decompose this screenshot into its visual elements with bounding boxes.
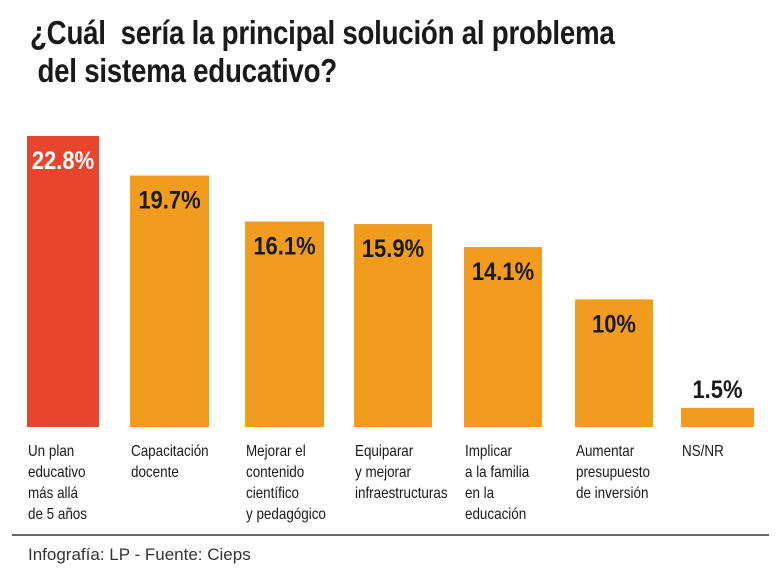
category-label: Un plan — [28, 443, 74, 460]
category-label: de inversión — [576, 485, 648, 502]
data-label: 22.8% — [32, 147, 94, 175]
category-label: Capacitación — [131, 443, 209, 460]
data-label: 15.9% — [362, 235, 424, 263]
category-label: presupuesto — [576, 464, 650, 481]
bar — [245, 221, 324, 427]
category-label: NS/NR — [682, 443, 724, 460]
category-label: infraestructuras — [355, 485, 448, 502]
bar — [354, 224, 432, 427]
data-label: 14.1% — [472, 258, 534, 286]
category-label: educación — [465, 506, 526, 523]
data-label: 19.7% — [138, 186, 200, 214]
category-label: Implicar — [465, 443, 512, 460]
category-label: más allá — [28, 485, 79, 502]
data-label: 10% — [592, 310, 636, 338]
category-label: educativo — [28, 464, 86, 481]
title-line-2: del sistema educativo? — [30, 52, 337, 89]
category-label: científico — [246, 485, 299, 502]
data-label: 16.1% — [253, 232, 315, 260]
category-label: y mejorar — [355, 464, 411, 481]
category-label: contenido — [246, 464, 304, 481]
category-label: de 5 años — [28, 506, 87, 523]
category-label: en la — [465, 485, 495, 502]
chart-title: ¿Cuál sería la principal solución al pro… — [30, 14, 615, 90]
category-label: a la familia — [465, 464, 530, 481]
data-label: 1.5% — [692, 376, 742, 404]
category-label: Mejorar el — [246, 443, 306, 460]
bar — [27, 136, 99, 427]
category-label: docente — [131, 464, 179, 481]
category-label: y pedagógico — [246, 506, 326, 523]
bar — [464, 247, 542, 427]
title-line-1: ¿Cuál sería la principal solución al pro… — [30, 14, 615, 51]
category-label: Aumentar — [576, 443, 634, 460]
category-label: Equiparar — [355, 443, 413, 460]
bar — [575, 299, 653, 427]
bar — [681, 407, 754, 427]
bar — [130, 175, 209, 427]
divider — [12, 534, 769, 536]
source-footer: Infografía: LP - Fuente: Cieps — [28, 545, 251, 564]
